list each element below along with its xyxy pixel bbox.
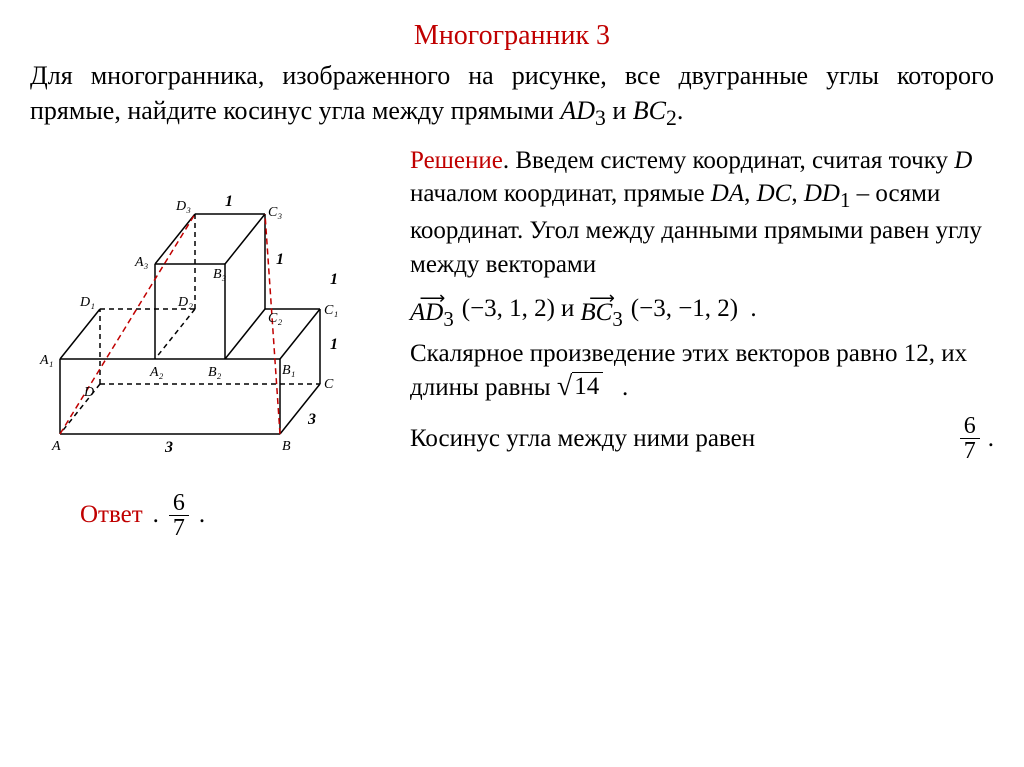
dot: . (677, 96, 684, 125)
dot3: . (609, 374, 628, 401)
radicand: 14 (572, 372, 603, 401)
svg-text:A₁: A₁ (39, 353, 53, 368)
dot4: . (988, 422, 994, 456)
figure: A B C D A₁ B₁ C₁ D₁ A₂ B₂ C₂ D₂ A₃ B₃ C₃… (30, 144, 410, 471)
svg-text:C₁: C₁ (324, 303, 338, 318)
svg-text:A₃: A₃ (134, 255, 149, 270)
svg-text:B₃: B₃ (213, 267, 227, 282)
result-num: 6 (960, 414, 980, 439)
sol-t4: Скалярное произведение этих векторов рав… (410, 340, 967, 401)
svg-text:B₁: B₁ (282, 363, 295, 378)
seg1-sub: 3 (595, 106, 606, 130)
and: и (606, 96, 633, 125)
sol-t1: . Введем систему координат, считая точку (503, 147, 954, 174)
svg-text:D₁: D₁ (79, 295, 95, 310)
svg-text:A₂: A₂ (149, 365, 164, 380)
v2n: BC (580, 299, 612, 326)
svg-text:C₃: C₃ (268, 205, 282, 220)
seg1: AD (560, 96, 595, 125)
v1s: 3 (443, 307, 453, 331)
answer-dot: . (153, 501, 159, 529)
v1-coords: (−3, 1, 2) (462, 292, 555, 326)
ans-den: 7 (169, 516, 189, 540)
problem-text: Для многогранника, изображенного на рису… (30, 58, 994, 134)
seg2-sub: 2 (666, 106, 677, 130)
v2s: 3 (612, 307, 622, 331)
answer-frac: 6 7 (169, 491, 189, 540)
dot2: . (744, 292, 757, 326)
svg-text:D₂: D₂ (177, 295, 193, 310)
svg-text:1: 1 (330, 271, 338, 288)
and2: и (561, 292, 574, 326)
svg-text:B₂: B₂ (208, 365, 222, 380)
solution: Решение. Введем систему координат, счита… (410, 144, 994, 464)
svg-text:C₂: C₂ (268, 311, 282, 326)
svg-text:B: B (282, 439, 291, 454)
solution-label: Решение (410, 147, 503, 174)
da: DA (711, 180, 744, 207)
svg-text:1: 1 (276, 251, 284, 268)
vec-bc3: ⟶ BC3 (580, 290, 622, 329)
vectors-line: ⟶ AD3 (−3, 1, 2) и ⟶ BC3 (−3, −1, 2) . (410, 290, 994, 329)
dd1sub: 1 (840, 188, 850, 212)
result-frac: 6 7 (960, 414, 980, 463)
seg2: BC (633, 96, 666, 125)
svg-text:A: A (51, 439, 61, 454)
svg-text:D₃: D₃ (175, 199, 191, 214)
ans-num: 6 (169, 491, 189, 516)
result-den: 7 (960, 439, 980, 463)
pt-d: D (954, 147, 972, 174)
answer-row: Ответ. 6 7 . (80, 491, 994, 540)
dot5: . (199, 501, 205, 529)
label-d: D (83, 385, 94, 400)
svg-text:3: 3 (307, 411, 316, 428)
answer-label: Ответ (80, 501, 143, 529)
sol-t2: началом координат, прямые (410, 180, 711, 207)
dc: DC (757, 180, 792, 207)
sqrt-14: √14 (557, 372, 603, 401)
svg-text:1: 1 (225, 193, 233, 210)
v1n: AD (410, 299, 443, 326)
page-title: Многогранник 3 (30, 20, 994, 52)
dd1: DD (804, 180, 840, 207)
v2-coords: (−3, −1, 2) (631, 292, 738, 326)
problem-prefix: Для многогранника, изображенного на рису… (30, 61, 994, 125)
svg-text:C: C (324, 377, 334, 392)
svg-text:3: 3 (164, 439, 173, 456)
sol-t5: Косинус угла между ними равен (410, 422, 755, 456)
svg-text:1: 1 (330, 336, 338, 353)
vec-ad3: ⟶ AD3 (410, 290, 454, 329)
